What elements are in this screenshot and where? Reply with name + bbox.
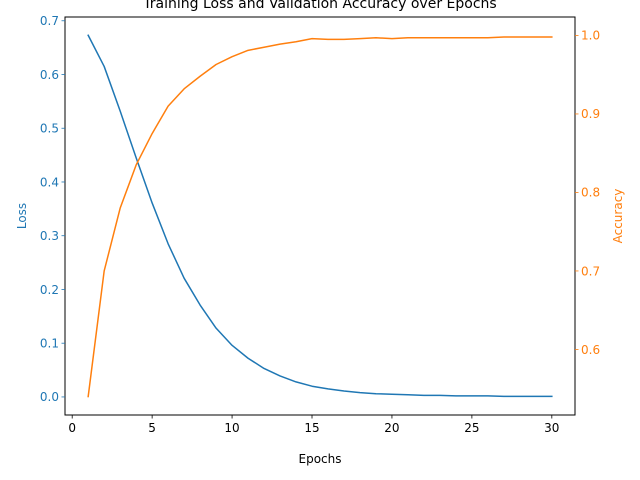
plot-frame bbox=[64, 16, 576, 416]
x-axis: 0 5 10 15 20 25 30 bbox=[68, 415, 559, 435]
left-y-tick-label: 0.1 bbox=[40, 337, 59, 351]
left-y-axis-title: Loss bbox=[15, 203, 29, 229]
x-tick-label: 25 bbox=[464, 421, 479, 435]
x-axis-title: Epochs bbox=[299, 452, 342, 466]
x-tick-label: 0 bbox=[68, 421, 76, 435]
left-y-tick-label: 0.7 bbox=[40, 14, 59, 28]
right-y-tick-label: 0.7 bbox=[581, 264, 600, 278]
left-y-tick-label: 0.2 bbox=[40, 283, 59, 297]
left-y-tick-label: 0.5 bbox=[40, 122, 59, 136]
series-line-loss bbox=[87, 34, 553, 398]
left-y-axis: 0.0 0.1 0.2 0.3 0.4 0.5 0.6 0.7 bbox=[40, 14, 65, 404]
series-line-accuracy bbox=[87, 36, 553, 398]
x-tick-label: 5 bbox=[148, 421, 156, 435]
x-tick-label: 20 bbox=[384, 421, 399, 435]
right-y-axis: 0.6 0.7 0.8 0.9 1.0 bbox=[575, 29, 600, 357]
left-y-tick-label: 0.0 bbox=[40, 390, 59, 404]
chart-title: Training Loss and Validation Accuracy ov… bbox=[142, 0, 496, 12]
right-y-tick-label: 0.8 bbox=[581, 186, 600, 200]
x-tick-label: 15 bbox=[304, 421, 319, 435]
x-tick-label: 10 bbox=[224, 421, 239, 435]
left-y-tick-label: 0.3 bbox=[40, 229, 59, 243]
left-y-tick-label: 0.4 bbox=[40, 175, 59, 189]
x-tick-label: 30 bbox=[544, 421, 559, 435]
right-y-axis-title: Accuracy bbox=[611, 189, 625, 244]
right-y-tick-label: 1.0 bbox=[581, 29, 600, 43]
plot-lines bbox=[87, 34, 553, 398]
right-y-tick-label: 0.6 bbox=[581, 343, 600, 357]
left-y-tick-label: 0.6 bbox=[40, 68, 59, 82]
right-y-tick-label: 0.9 bbox=[581, 107, 600, 121]
